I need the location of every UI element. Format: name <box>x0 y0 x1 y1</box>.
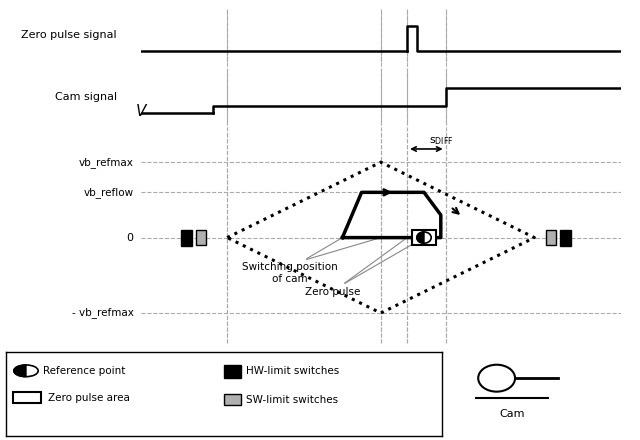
Text: Switching position
of cam: Switching position of cam <box>242 262 337 284</box>
Text: - vb_refmax: - vb_refmax <box>72 308 134 319</box>
Bar <box>546 231 557 245</box>
Text: Zero pulse: Zero pulse <box>305 286 360 297</box>
Bar <box>224 394 241 405</box>
Text: HW-limit switches: HW-limit switches <box>246 367 339 377</box>
Bar <box>196 231 206 245</box>
Bar <box>181 230 192 246</box>
Text: Zero pulse signal: Zero pulse signal <box>21 30 117 40</box>
Circle shape <box>417 232 431 243</box>
Circle shape <box>478 365 515 392</box>
Text: Reference point: Reference point <box>44 366 126 376</box>
Text: 0: 0 <box>127 233 134 242</box>
Text: vb_reflow: vb_reflow <box>83 187 134 198</box>
Text: Cam: Cam <box>499 409 525 419</box>
Text: SW-limit switches: SW-limit switches <box>246 395 338 405</box>
Bar <box>13 392 41 403</box>
Text: vb_refmax: vb_refmax <box>79 157 134 168</box>
Circle shape <box>14 365 38 377</box>
Wedge shape <box>14 365 26 377</box>
Text: Zero pulse area: Zero pulse area <box>48 392 130 403</box>
Text: V: V <box>136 104 146 119</box>
Text: Cam signal: Cam signal <box>54 92 117 102</box>
Wedge shape <box>417 232 424 243</box>
Bar <box>224 364 241 378</box>
Text: s$_{\mathsf{DIFF}}$: s$_{\mathsf{DIFF}}$ <box>429 135 454 147</box>
Bar <box>412 231 436 245</box>
Bar <box>561 230 571 246</box>
